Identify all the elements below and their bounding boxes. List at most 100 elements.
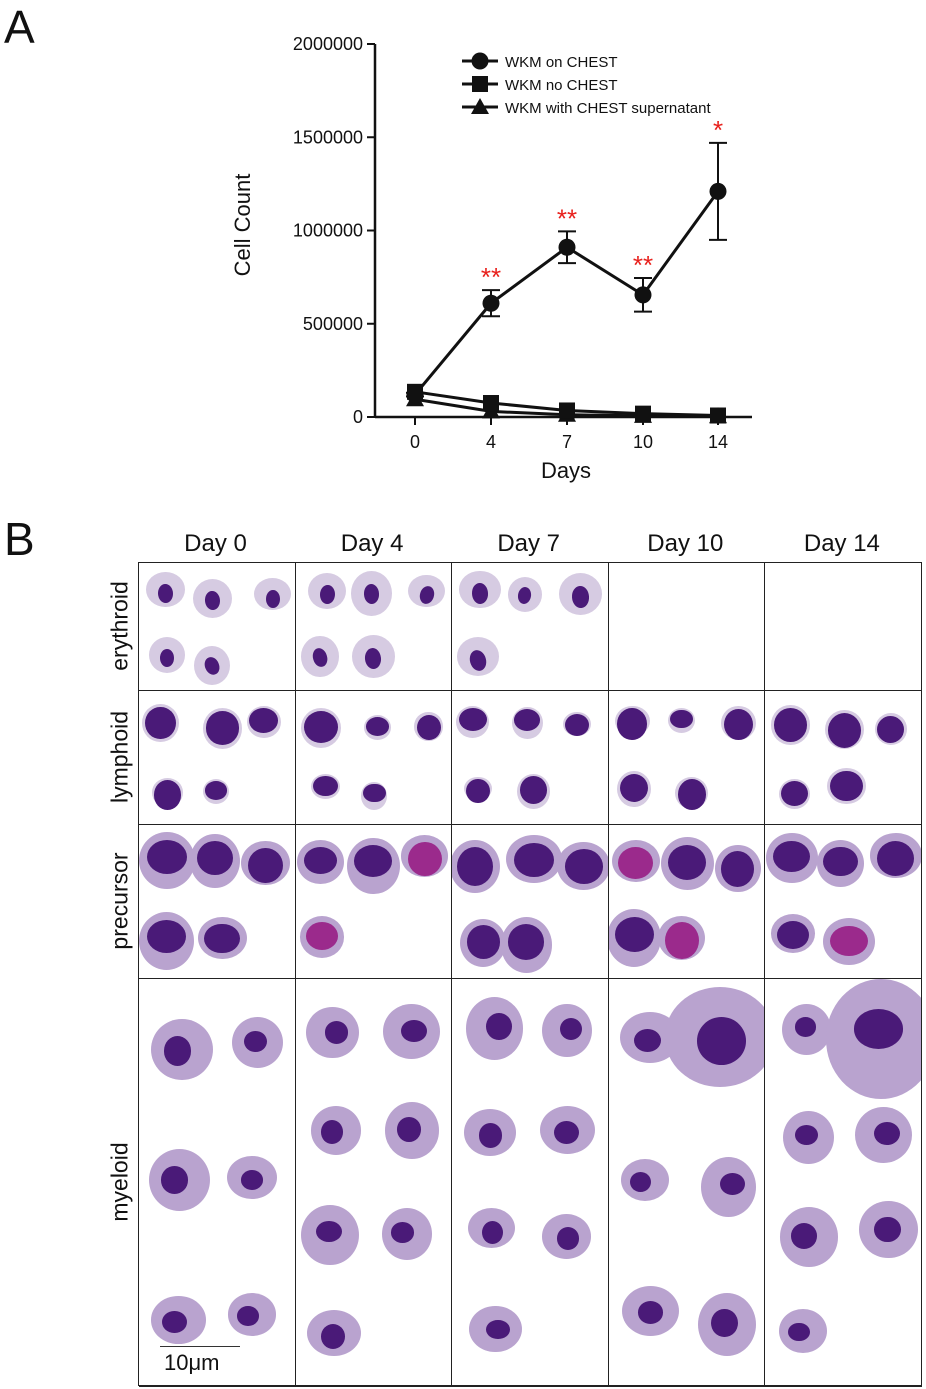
x-axis-label: Days xyxy=(541,458,591,483)
cell-nucleus xyxy=(396,1117,422,1142)
cell-nucleus xyxy=(519,776,548,805)
cell-nucleus xyxy=(160,648,175,667)
chart-legend: WKM on CHEST WKM no CHEST WKM with CHEST s… xyxy=(462,52,711,117)
legend-item: WKM with CHEST supernatant xyxy=(462,98,711,117)
cell-nucleus xyxy=(146,839,188,875)
micrograph-panel xyxy=(452,979,609,1387)
cell-nucleus xyxy=(794,1016,817,1037)
cell-nucleus xyxy=(457,846,493,886)
cell-nucleus xyxy=(564,849,603,884)
y-tick-label: 500000 xyxy=(303,314,363,334)
cell-nucleus xyxy=(629,1171,652,1193)
legend-label: WKM no CHEST xyxy=(505,77,618,94)
x-tick-label: 14 xyxy=(708,432,728,452)
cell-nucleus xyxy=(363,783,386,803)
x-tick-label: 0 xyxy=(410,432,420,452)
x-tick-label: 10 xyxy=(633,432,653,452)
y-tick-label: 0 xyxy=(353,407,363,427)
x-tick-label: 7 xyxy=(562,432,572,452)
cell-nucleus xyxy=(571,585,590,609)
micrograph-panel xyxy=(452,691,609,825)
cell-nucleus xyxy=(554,1120,580,1145)
cell-nucleus xyxy=(163,1035,192,1066)
cell-nucleus xyxy=(619,773,649,802)
cell-nucleus xyxy=(874,1216,901,1242)
chart-axes: 0 500000 1000000 1500000 2000000 0 4 7 10 14 xyxy=(293,34,752,452)
micrograph-panel xyxy=(139,979,296,1387)
micrograph-panel xyxy=(295,691,453,825)
cell-nucleus xyxy=(670,709,694,729)
cell-nucleus xyxy=(354,844,393,877)
cell-nucleus xyxy=(664,922,699,960)
cell-nucleus xyxy=(723,708,754,740)
cell-nucleus xyxy=(774,708,807,742)
cell-nucleus xyxy=(365,716,390,736)
micrograph-panel xyxy=(139,825,296,979)
cell-nucleus xyxy=(877,840,915,877)
cell-nucleus xyxy=(466,778,490,803)
micrograph-panel xyxy=(608,563,766,691)
cell-nucleus xyxy=(720,1172,745,1195)
data-point xyxy=(709,182,727,200)
cell-nucleus xyxy=(830,770,863,802)
data-point xyxy=(559,402,575,419)
cell-nucleus xyxy=(248,847,284,884)
cell-nucleus xyxy=(795,1125,819,1146)
legend-marker xyxy=(471,98,489,114)
y-axis-label: Cell Count xyxy=(230,174,255,277)
micrograph-panel xyxy=(139,691,296,825)
cell-nucleus xyxy=(204,781,227,800)
scale-bar-label: 10μm xyxy=(164,1350,220,1375)
column-header: Day 14 xyxy=(803,530,880,557)
micrograph-panel xyxy=(452,825,609,979)
cell-nucleus xyxy=(790,1223,818,1249)
micrograph-panel xyxy=(139,563,296,691)
data-point xyxy=(635,405,651,422)
cell-nucleus xyxy=(556,1227,580,1251)
cell-nucleus xyxy=(478,1123,503,1148)
cell-nucleus xyxy=(458,708,487,732)
data-point xyxy=(710,407,726,424)
cell-nucleus xyxy=(153,780,181,810)
cell-nucleus xyxy=(324,1021,349,1044)
cell-nucleus xyxy=(788,1322,811,1342)
cell-nucleus xyxy=(160,1165,189,1194)
data-point xyxy=(634,286,652,304)
micrograph-panel xyxy=(295,979,453,1387)
micrograph-panel xyxy=(295,825,453,979)
cell-nucleus xyxy=(559,1017,583,1041)
significance-label: ** xyxy=(481,262,501,292)
cell-nucleus xyxy=(617,708,647,740)
cell-nucleus xyxy=(390,1222,414,1243)
cell-nucleus xyxy=(466,925,500,959)
y-tick-label: 2000000 xyxy=(293,34,363,54)
data-point xyxy=(558,238,576,256)
cell-nucleus xyxy=(823,846,858,877)
cell-nucleus xyxy=(514,842,555,878)
micrograph-grid: Day 0 Day 4 Day 7 Day 10 Day 14 erythroid lym… xyxy=(107,530,922,1387)
significance-label: * xyxy=(713,115,723,145)
cell-nucleus xyxy=(781,780,808,806)
cell-nucleus xyxy=(303,846,338,875)
panel-a-label: A xyxy=(4,1,35,53)
cell-nucleus xyxy=(677,779,706,810)
cell-nucleus xyxy=(313,775,339,797)
cell-nucleus xyxy=(485,1012,512,1040)
cell-nucleus xyxy=(853,1009,904,1050)
cell-nucleus xyxy=(401,1019,427,1042)
micrograph-panel xyxy=(295,563,453,691)
legend-marker xyxy=(472,76,488,92)
cell-nucleus xyxy=(321,1324,346,1350)
cell-nucleus xyxy=(486,1320,510,1340)
micrograph-panel xyxy=(608,825,766,979)
significance-label: ** xyxy=(633,250,653,280)
cell-nucleus xyxy=(634,1028,662,1052)
legend-item: WKM on CHEST xyxy=(462,52,618,71)
cell-nucleus xyxy=(306,922,339,951)
micrograph-panel xyxy=(608,979,766,1387)
cell-nucleus xyxy=(205,711,240,745)
cell-nucleus xyxy=(877,715,905,743)
y-tick-label: 1000000 xyxy=(293,221,363,241)
cell-nucleus xyxy=(304,711,339,744)
legend-marker xyxy=(471,52,489,70)
